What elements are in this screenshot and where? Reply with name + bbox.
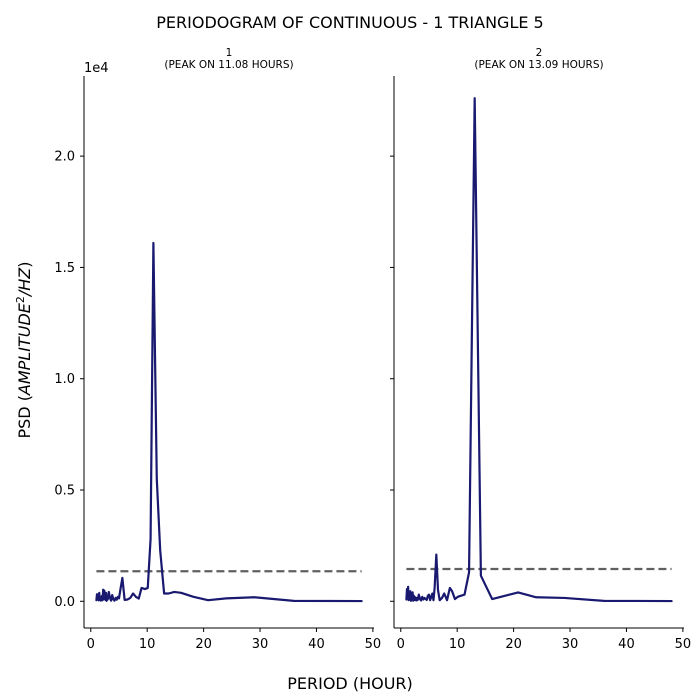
y-offset-label: 1e4 xyxy=(84,61,109,76)
y-tick-label: 1.5 xyxy=(54,261,75,276)
x-tick-label: 50 xyxy=(365,637,382,652)
y-axis-label: PSD (AMPLITUDE2/HZ) xyxy=(14,261,34,438)
psd-series-line xyxy=(406,98,671,601)
x-axis-label: PERIOD (HOUR) xyxy=(287,674,413,693)
x-tick-label: 10 xyxy=(449,637,466,652)
x-tick-label: 40 xyxy=(618,637,635,652)
x-tick-label: 20 xyxy=(195,637,212,652)
subplot-subtitle: (PEAK ON 11.08 HOURS) xyxy=(164,59,293,71)
x-tick-label: 30 xyxy=(562,637,579,652)
y-tick-label: 2.0 xyxy=(54,150,75,165)
x-tick-label: 50 xyxy=(675,637,692,652)
panel-1: 1(PEAK ON 11.08 HOURS) 0 10 20 30 40 50 0.0 0.5 1… xyxy=(54,47,381,652)
x-tick-label: 10 xyxy=(139,637,156,652)
subplot-title: 1 xyxy=(226,47,233,59)
x-tick-label: 30 xyxy=(252,637,269,652)
y-tick-label: 0.0 xyxy=(54,595,75,610)
y-tick-label: 0.5 xyxy=(54,484,75,499)
x-tick-label: 40 xyxy=(308,637,325,652)
subplot-title: 2 xyxy=(536,47,543,59)
x-tick-label: 0 xyxy=(87,637,95,652)
x-tick-label: 20 xyxy=(505,637,522,652)
figure-title: PERIODOGRAM OF CONTINUOUS - 1 TRIANGLE 5 xyxy=(156,13,543,32)
y-tick-label: 1.0 xyxy=(54,372,75,387)
x-tick-label: 0 xyxy=(397,637,405,652)
subplot-subtitle: (PEAK ON 13.09 HOURS) xyxy=(474,59,603,71)
panel-2: 2(PEAK ON 13.09 HOURS) 0 10 20 30 40 50 xyxy=(390,47,691,652)
psd-series-line xyxy=(96,243,361,601)
